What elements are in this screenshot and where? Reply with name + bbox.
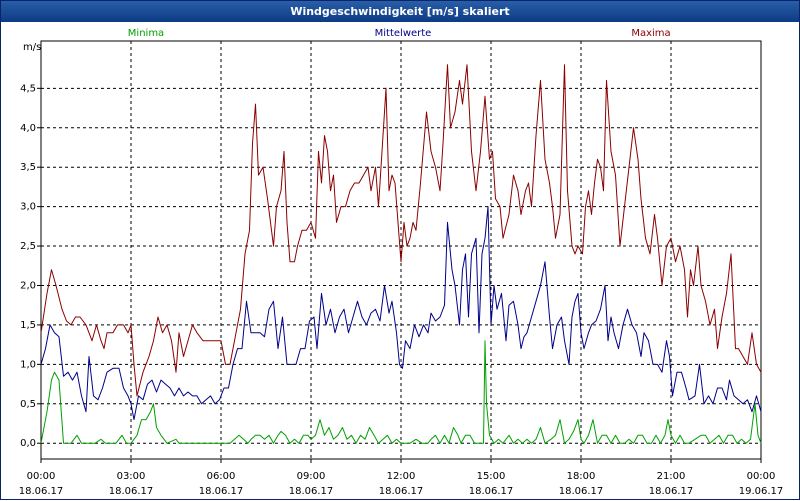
x-tick-time: 00:00 xyxy=(27,471,56,482)
x-tick-date: 19.06.17 xyxy=(739,486,784,497)
y-tick-label: 1,0 xyxy=(20,359,36,370)
x-tick-time: 15:00 xyxy=(477,471,506,482)
x-tick-date: 18.06.17 xyxy=(559,486,604,497)
x-tick-date: 18.06.17 xyxy=(109,486,154,497)
x-tick-date: 18.06.17 xyxy=(19,486,64,497)
legend: Minima Mittelwerte Maxima xyxy=(128,28,671,39)
x-tick-date: 18.06.17 xyxy=(289,486,334,497)
y-tick-label: 4,5 xyxy=(20,83,36,94)
grid xyxy=(41,41,761,459)
x-tick-time: 03:00 xyxy=(117,471,146,482)
series-minima xyxy=(40,340,762,444)
series-lines xyxy=(40,64,762,444)
x-tick-time: 12:00 xyxy=(387,471,416,482)
x-tick-date: 18.06.17 xyxy=(649,486,694,497)
y-tick-label: 1,5 xyxy=(20,320,36,331)
x-tick-date: 18.06.17 xyxy=(199,486,244,497)
y-tick-label: 2,0 xyxy=(20,280,36,291)
series-maxima xyxy=(40,64,762,397)
x-tick-time: 21:00 xyxy=(657,471,686,482)
x-tick-time: 09:00 xyxy=(297,471,326,482)
x-tick-date: 18.06.17 xyxy=(469,486,514,497)
y-tick-label: 3,0 xyxy=(20,202,36,213)
y-tick-label: 0,0 xyxy=(20,438,36,449)
y-tick-label: 3,5 xyxy=(20,162,36,173)
chart-title: Windgeschwindigkeit [m/s] skaliert xyxy=(1,1,799,22)
legend-mittelwerte: Mittelwerte xyxy=(375,28,432,39)
y-axis-label: m/s xyxy=(23,42,41,53)
x-tick-time: 06:00 xyxy=(207,471,236,482)
x-tick-time: 18:00 xyxy=(567,471,596,482)
x-tick-date: 18.06.17 xyxy=(379,486,424,497)
legend-maxima: Maxima xyxy=(631,28,670,39)
plot-area xyxy=(40,40,762,460)
axes: 0,0 0,5 1,0 1,5 2,0 2,5 3,0 3,5 4,0 4,5 00:00 18.06… xyxy=(19,40,784,497)
y-tick-label: 0,5 xyxy=(20,399,36,410)
x-tick-time: 00:00 xyxy=(747,471,776,482)
legend-minima: Minima xyxy=(128,28,164,39)
y-tick-label: 2,5 xyxy=(20,241,36,252)
y-tick-label: 4,0 xyxy=(20,123,36,134)
series-mittelwerte xyxy=(40,206,762,421)
